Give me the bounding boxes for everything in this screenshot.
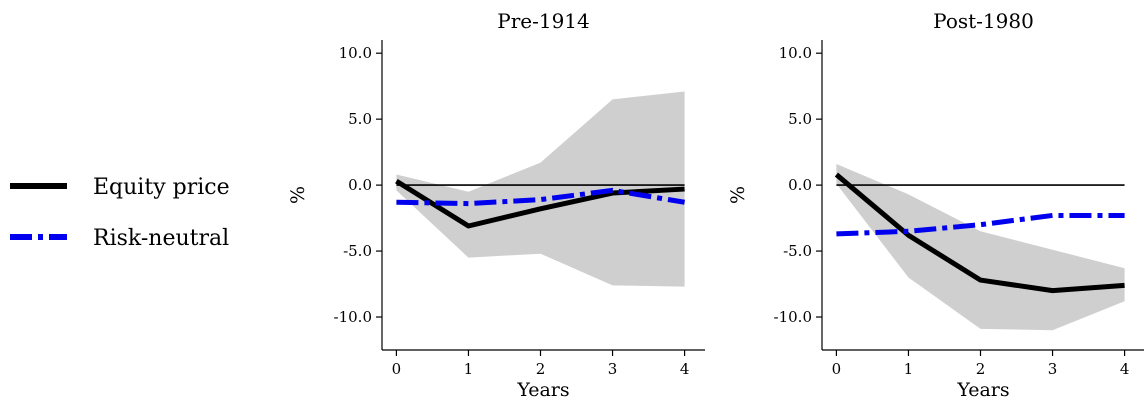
- panel-post-1980: 10.0 5.0 0.0 -5.0 -10.0 0 1 2 3 4 Years% Post-1980: [727, 9, 1144, 401]
- legend: Equity price Risk-neutral: [10, 175, 230, 251]
- series-line-risk-neutral: [836, 212, 1125, 237]
- x-tick-label: 4: [680, 360, 690, 378]
- panel-title: Post-1980: [933, 9, 1034, 33]
- x-tick-label: 3: [608, 360, 618, 378]
- x-tick-label: 2: [536, 360, 546, 378]
- y-tick-label: 0.0: [788, 176, 812, 194]
- x-tick-label: 1: [904, 360, 914, 378]
- y-tick-label: 10.0: [779, 44, 812, 62]
- x-axis-title: Years: [956, 379, 1009, 401]
- y-axis-title: %: [287, 186, 309, 204]
- panel-title: Pre-1914: [497, 9, 590, 33]
- x-tick-label: 4: [1120, 360, 1130, 378]
- y-tick-label: 10.0: [339, 44, 372, 62]
- y-tick-label: 0.0: [348, 176, 372, 194]
- x-tick-label: 0: [832, 360, 842, 378]
- y-tick-label: -10.0: [774, 308, 812, 326]
- y-tick-label: -5.0: [783, 242, 812, 260]
- series-line-equity-price: [834, 172, 1125, 294]
- x-tick-label: 0: [392, 360, 402, 378]
- series-line-equity-price: [395, 179, 685, 229]
- x-tick-label: 3: [1048, 360, 1058, 378]
- legend-label-risk-neutral: Risk-neutral: [93, 226, 229, 251]
- confidence-band: [396, 91, 685, 287]
- y-tick-label: 5.0: [348, 110, 372, 128]
- y-tick-label: -5.0: [343, 242, 372, 260]
- panel-pre-1914: 10.0 5.0 0.0 -5.0 -10.0 0 1 2 3 4 Years% Pre-1914: [287, 9, 705, 401]
- x-axis-title: Years: [516, 379, 569, 401]
- x-tick-label: 2: [976, 360, 986, 378]
- series-line-risk-neutral: [396, 187, 685, 207]
- confidence-band: [836, 164, 1125, 331]
- y-tick-label: 5.0: [788, 110, 812, 128]
- y-axis-title: %: [727, 186, 749, 204]
- y-tick-label: -10.0: [334, 308, 372, 326]
- x-tick-label: 1: [464, 360, 474, 378]
- legend-label-equity-price: Equity price: [93, 175, 230, 200]
